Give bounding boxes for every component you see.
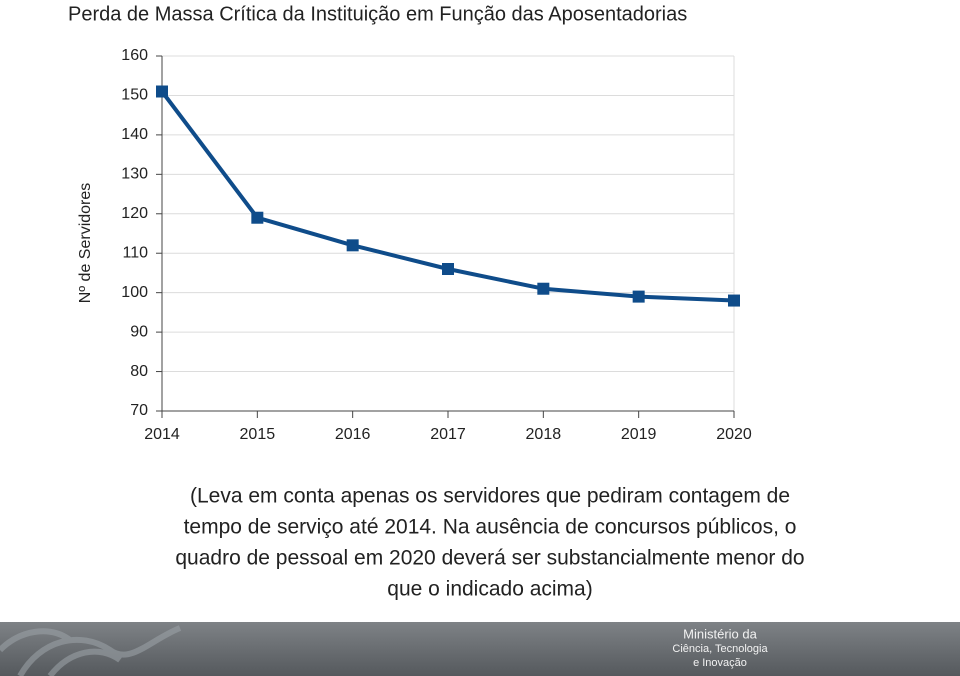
caption-line: tempo de serviço até 2014. Na ausência d… [184,516,797,539]
footer-logo: Ministério da Ciência, Tecnologia e Inovaç… [672,626,768,668]
footer-decoration [0,625,182,676]
data-point [156,85,168,98]
y-tick-label: 100 [121,284,148,301]
caption-line: quadro de pessoal em 2020 deverá ser sub… [175,547,804,570]
x-tick-label: 2015 [240,426,276,443]
footer-text: Ministério da [683,626,757,641]
chart-title: Perda de Massa Crítica da Instituição em… [68,3,687,25]
y-tick-label: 160 [121,47,148,64]
caption-line: que o indicado acima) [387,578,592,601]
data-point [728,294,740,307]
y-tick-label: 110 [122,244,148,261]
y-tick-label: 80 [130,363,148,380]
data-point [442,263,454,275]
data-point [632,290,645,303]
y-tick-label: 140 [121,126,148,143]
caption-line: (Leva em conta apenas os servidores que … [190,485,790,508]
footer-text: e Inovação [693,657,747,669]
y-tick-label: 150 [121,87,148,104]
data-point [537,282,550,295]
y-tick-label: 90 [130,323,148,340]
y-axis-label: Nº de Servidores [77,183,94,304]
x-tick-label: 2020 [716,426,752,443]
data-point [251,211,264,224]
footer-banner [0,622,960,676]
x-tick-label: 2014 [144,426,180,443]
data-point [346,239,359,252]
x-tick-label: 2016 [335,426,371,443]
x-tick-label: 2018 [526,426,562,443]
caption: (Leva em conta apenas os servidores que … [175,485,804,601]
y-tick-label: 130 [121,166,148,183]
y-tick-label: 70 [130,402,148,419]
footer-text: Ciência, Tecnologia [672,643,768,655]
y-tick-label: 120 [121,205,148,222]
x-tick-label: 2019 [621,426,657,443]
x-tick-label: 2017 [430,426,466,443]
